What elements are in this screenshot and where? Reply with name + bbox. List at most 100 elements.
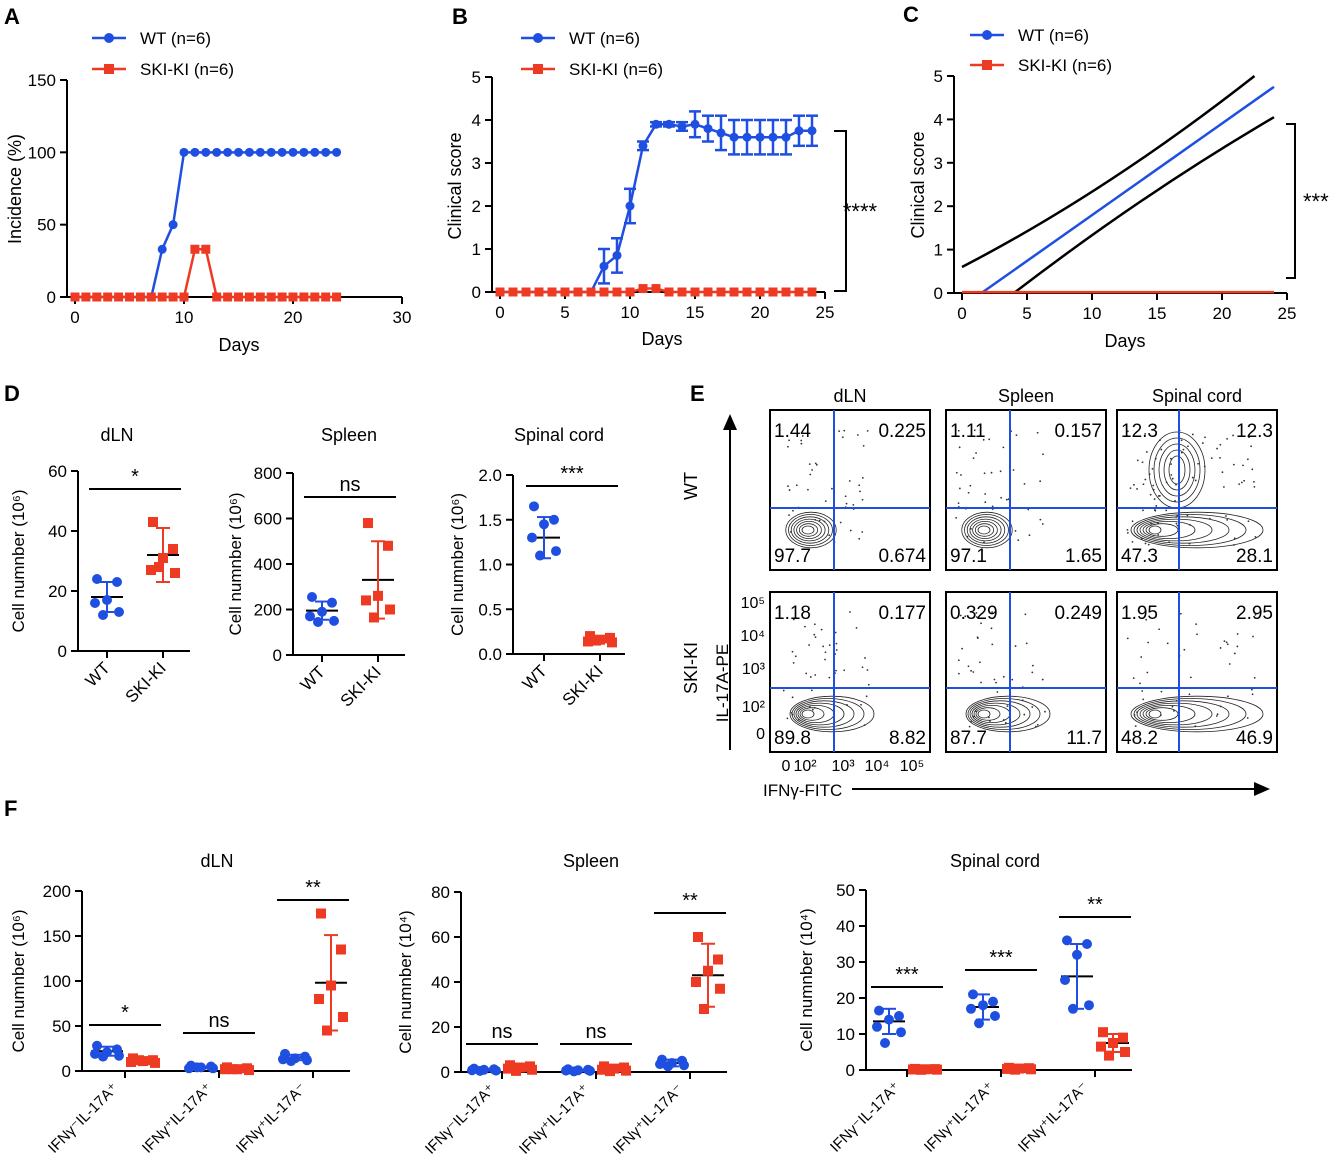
- event-dot: [983, 472, 986, 475]
- event-dot: [1176, 524, 1179, 527]
- data-point: [729, 132, 739, 142]
- x-axis-title: Days: [218, 335, 259, 355]
- y-axis-title: Incidence (%): [5, 134, 25, 244]
- x-tick-label: SKI-KI: [559, 661, 607, 709]
- legend-ki-marker: [533, 64, 543, 74]
- data-point: [872, 1021, 882, 1032]
- event-dot: [1021, 699, 1024, 702]
- event-dot: [814, 674, 817, 676]
- contour-ring: [795, 702, 845, 726]
- x-tick-label: 5: [1022, 304, 1031, 323]
- event-dot: [1233, 537, 1236, 540]
- data-point: [573, 287, 583, 297]
- x-tick-label: IFNγ⁺IL-17A⁻: [610, 1081, 687, 1158]
- quadrant-value-ur: 0.157: [1054, 421, 1102, 442]
- event-dot: [1233, 544, 1235, 546]
- data-point: [690, 287, 700, 297]
- event-dot: [804, 625, 806, 628]
- x-tick-label: 0: [70, 308, 79, 327]
- contour-ring: [799, 707, 825, 721]
- event-dot: [980, 622, 982, 625]
- data-point: [874, 1005, 884, 1016]
- y-tick-label: 0: [934, 284, 943, 303]
- event-dot: [973, 715, 975, 718]
- event-dot: [852, 503, 855, 506]
- data-point: [716, 287, 726, 297]
- y-axis-title: Cell numnber (10⁶): [448, 493, 467, 636]
- event-dot: [866, 669, 869, 671]
- event-dot: [1179, 612, 1182, 615]
- event-dot: [1221, 471, 1224, 474]
- event-dot: [1039, 518, 1042, 521]
- data-point: [332, 292, 342, 302]
- event-dot: [1160, 448, 1163, 451]
- flow-plot-frame: [1116, 409, 1278, 571]
- x-tick-label: WT: [82, 658, 114, 690]
- data-point: [190, 244, 200, 254]
- event-dot: [1153, 498, 1156, 500]
- event-dot: [970, 669, 972, 672]
- y-tick-label: 5: [472, 68, 481, 87]
- comparison-label: *: [121, 1002, 129, 1024]
- data-point: [585, 1065, 595, 1076]
- data-point: [70, 292, 80, 302]
- event-dot: [1133, 483, 1135, 486]
- event-dot: [845, 502, 848, 505]
- event-dot: [844, 495, 847, 498]
- data-point: [583, 636, 593, 647]
- data-point: [126, 1057, 136, 1067]
- data-point: [223, 292, 233, 302]
- data-point: [1072, 949, 1082, 960]
- y-tick-label: 0: [846, 1061, 855, 1080]
- event-dot: [1023, 482, 1026, 485]
- data-point: [1068, 1003, 1078, 1014]
- y-tick-label: 10⁵: [741, 595, 765, 612]
- flow-plot-frame: [769, 409, 931, 571]
- contour-ring: [1158, 443, 1196, 497]
- x-tick-label: 10⁵: [900, 758, 924, 775]
- event-dot: [1176, 514, 1179, 517]
- event-dot: [1159, 439, 1161, 442]
- data-point: [299, 292, 309, 302]
- data-point: [529, 501, 539, 512]
- event-dot: [1226, 437, 1229, 440]
- data-point: [305, 611, 315, 622]
- event-dot: [1216, 713, 1219, 716]
- data-point: [157, 292, 167, 302]
- event-dot: [1144, 478, 1147, 481]
- legend-ki-label: SKI-KI (n=6): [569, 60, 663, 79]
- event-dot: [1175, 699, 1178, 702]
- y-axis-title: Cell numnber (10⁶): [9, 909, 28, 1052]
- event-dot: [1136, 488, 1138, 490]
- event-dot: [1219, 705, 1222, 708]
- data-point: [597, 1064, 607, 1075]
- event-dot: [966, 535, 969, 538]
- y-tick-label: 600: [254, 510, 282, 529]
- event-dot: [991, 505, 994, 508]
- data-point: [146, 292, 156, 302]
- event-dot: [1035, 725, 1037, 728]
- quadrant-value-ul: 1.95: [1121, 603, 1158, 624]
- event-dot: [1251, 688, 1253, 691]
- data-point: [212, 147, 222, 157]
- event-dot: [1252, 635, 1254, 638]
- contour-ring: [1130, 511, 1264, 549]
- column-title: Spinal cord: [1152, 386, 1242, 406]
- panel-label-D: D: [4, 381, 20, 406]
- data-point: [625, 201, 635, 211]
- data-point: [1096, 1041, 1106, 1052]
- event-dot: [1146, 671, 1149, 674]
- event-dot: [862, 445, 865, 447]
- event-dot: [787, 485, 789, 488]
- x-tick-label: 10: [621, 303, 640, 322]
- event-dot: [792, 509, 794, 512]
- data-point: [894, 1011, 904, 1021]
- data-point: [1104, 1050, 1114, 1061]
- legend-ki-marker: [982, 60, 992, 70]
- data-point: [321, 147, 331, 157]
- y-tick-label: 3: [472, 154, 481, 173]
- event-dot: [989, 720, 991, 722]
- significance-bracket: [834, 130, 847, 292]
- event-dot: [1136, 711, 1138, 714]
- event-dot: [1126, 637, 1129, 640]
